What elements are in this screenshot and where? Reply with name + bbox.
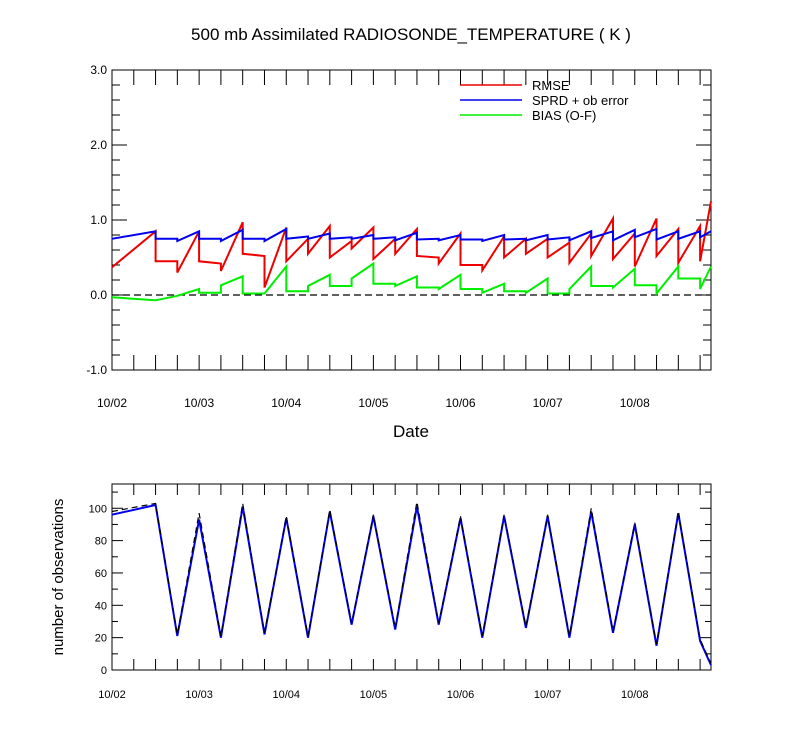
legend-label: BIAS (O-F) bbox=[532, 108, 596, 123]
y-tick-label: 60 bbox=[95, 568, 107, 580]
x-tick-label: 10/03 bbox=[184, 396, 214, 410]
x-tick-label: 10/06 bbox=[447, 689, 475, 701]
y-tick-label: 2.0 bbox=[90, 138, 107, 152]
chart-title: 500 mb Assimilated RADIOSONDE_TEMPERATUR… bbox=[191, 25, 631, 44]
y-tick-label: 40 bbox=[95, 600, 107, 612]
top-plot-panel: -1.0 0.0 1.0 2.0 3.0 10/02 10/03 10/04 10/05 10/0… bbox=[86, 63, 712, 410]
x-tick-label: 10/02 bbox=[97, 396, 127, 410]
plot-frame bbox=[111, 483, 712, 671]
y-tick-label: 3.0 bbox=[90, 63, 107, 77]
x-tick-label: 10/04 bbox=[272, 689, 300, 701]
plot-frame bbox=[111, 69, 712, 371]
y-tick-label: 20 bbox=[95, 633, 107, 645]
x-tick-label: 10/05 bbox=[358, 396, 388, 410]
x-tick-label: 10/04 bbox=[271, 396, 301, 410]
series-line-observations-black-dashed bbox=[111, 501, 712, 664]
x-tick-label: 10/07 bbox=[533, 396, 563, 410]
y-tick-label: 0.0 bbox=[90, 288, 107, 302]
x-tick-label: 10/08 bbox=[621, 689, 649, 701]
x-tick-label: 10/08 bbox=[620, 396, 650, 410]
y-tick-label: 100 bbox=[89, 503, 107, 515]
y-tick-label: 0 bbox=[101, 665, 107, 677]
bottom-plot-panel: 0 20 40 60 80 100 10/02 10/03 10/04 10/05 10/06 10/… bbox=[89, 483, 712, 701]
series-line-bias-o-f bbox=[111, 261, 712, 302]
y-tick-label: 80 bbox=[95, 536, 107, 548]
series-line-rmse bbox=[111, 201, 712, 288]
legend-label: RMSE bbox=[532, 78, 570, 93]
x-tick-label: 10/02 bbox=[98, 689, 126, 701]
x-tick-label: 10/06 bbox=[445, 396, 475, 410]
y-axis-title: number of observations bbox=[50, 499, 67, 656]
legend-label: SPRD + ob error bbox=[532, 93, 629, 108]
y-tick-label: 1.0 bbox=[90, 213, 107, 227]
x-tick-label: 10/03 bbox=[185, 689, 213, 701]
x-axis-title: Date bbox=[393, 422, 429, 441]
x-tick-label: 10/07 bbox=[534, 689, 562, 701]
series-line-sprd-ob-error bbox=[111, 227, 712, 243]
series-line-observations-blue bbox=[111, 503, 712, 666]
y-tick-label: -1.0 bbox=[86, 363, 107, 377]
x-tick-label: 10/05 bbox=[360, 689, 388, 701]
